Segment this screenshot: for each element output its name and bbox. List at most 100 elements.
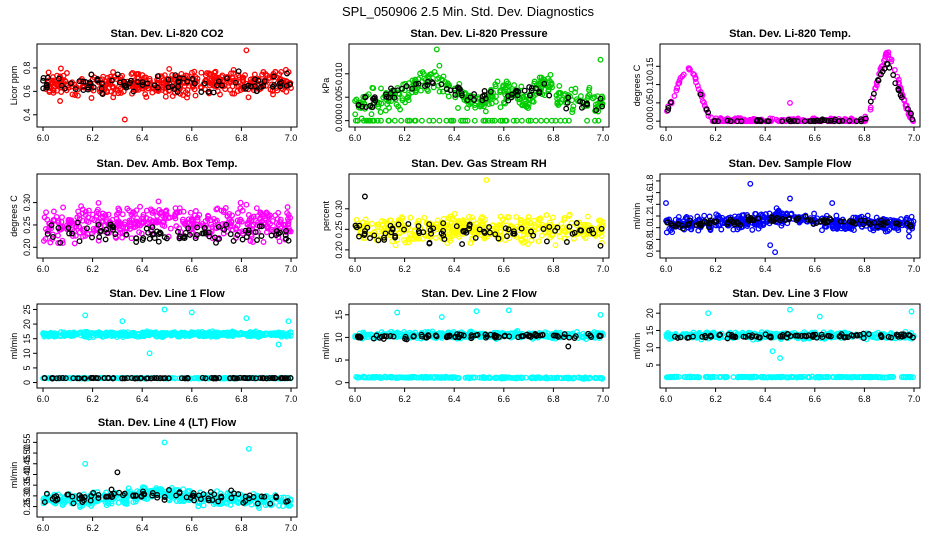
x-tick-label: 6.6	[809, 133, 822, 143]
outlier-point	[121, 116, 128, 123]
data-point	[369, 104, 376, 111]
y-tick-label: 0.15	[645, 58, 655, 76]
panel-title: Stan. Dev. Amb. Box Temp.	[97, 158, 238, 170]
data-point	[252, 76, 258, 83]
panel-title: Stan. Dev. Li-820 Pressure	[410, 28, 547, 40]
data-point	[816, 118, 823, 125]
data-point	[488, 86, 494, 93]
data-point	[825, 117, 832, 124]
plot-frame	[36, 43, 298, 128]
y-tick-label: 10	[22, 348, 32, 358]
y-axis-label: ml/min	[632, 203, 642, 230]
x-tick-label: 6.6	[186, 133, 199, 143]
y-tick-label: 0.30	[22, 194, 32, 212]
x-tick-label: 6.6	[809, 264, 822, 274]
outlier-point	[597, 56, 604, 63]
outlier-point	[787, 99, 793, 106]
x-tick-label: 6.8	[858, 133, 871, 143]
data-point	[779, 118, 786, 125]
data-point	[166, 87, 172, 94]
panel-title: Stan. Dev. Li-820 CO2	[111, 28, 224, 40]
x-tick-label: 6.4	[759, 133, 772, 143]
data-point	[570, 103, 577, 110]
data-point	[57, 65, 64, 72]
data-point	[479, 97, 486, 104]
data-point	[189, 76, 196, 82]
data-point	[471, 97, 478, 103]
data-point	[677, 75, 684, 81]
y-axis-label: percent	[321, 200, 331, 231]
data-point	[198, 69, 205, 76]
data-point	[565, 94, 572, 101]
panel-title: Stan. Dev. Sample Flow	[729, 158, 852, 170]
x-tick-label: 6.2	[86, 133, 99, 143]
y-tick-label: 0	[334, 380, 344, 385]
data-point	[531, 78, 538, 85]
data-point	[464, 97, 471, 104]
data-point	[599, 100, 606, 107]
data-point	[785, 116, 792, 123]
data-point	[445, 93, 452, 100]
data-point	[436, 117, 443, 124]
data-point	[424, 78, 431, 85]
data-point	[207, 71, 213, 78]
x-tick-label: 7.0	[597, 394, 610, 404]
y-axis-label: degrees C	[632, 64, 642, 106]
x-tick-label: 6.4	[448, 264, 461, 274]
data-point	[378, 85, 384, 92]
data-point	[355, 102, 362, 109]
y-tick-label: 0.6	[645, 245, 655, 258]
data-point	[399, 95, 406, 102]
data-point	[257, 83, 264, 90]
data-point	[180, 75, 187, 82]
data-point	[494, 78, 501, 85]
data-point	[569, 106, 576, 113]
x-tick-label: 7.0	[285, 133, 298, 143]
data-point	[48, 225, 55, 232]
data-point	[858, 118, 865, 125]
y-axis-label: ml/min	[9, 333, 19, 360]
data-point	[705, 109, 712, 116]
data-point	[377, 109, 384, 115]
data-point	[53, 87, 60, 94]
data-point	[436, 74, 443, 81]
data-point	[692, 74, 699, 81]
data-point	[757, 117, 763, 124]
data-point	[478, 102, 485, 109]
data-point	[577, 93, 584, 100]
data-point	[165, 76, 172, 83]
data-point	[169, 93, 176, 100]
data-point	[395, 103, 402, 110]
data-point	[284, 204, 291, 211]
data-point	[417, 87, 424, 94]
y-tick-label: 1.8	[645, 175, 655, 188]
y-tick-label: 0.010	[334, 63, 344, 86]
data-point	[43, 82, 50, 89]
data-point	[734, 118, 741, 125]
y-tick-label: 0.05	[645, 94, 655, 112]
data-point	[86, 79, 93, 86]
y-tick-label: 0.005	[334, 86, 344, 109]
data-point	[592, 117, 598, 124]
data-point	[259, 71, 266, 78]
data-point	[252, 83, 258, 90]
data-point	[159, 86, 166, 93]
x-tick-label: 6.2	[86, 394, 99, 404]
data-point	[556, 82, 563, 89]
data-point	[95, 199, 102, 206]
data-point	[235, 72, 242, 79]
data-point	[374, 117, 381, 124]
data-point	[557, 117, 564, 124]
data-point	[56, 75, 62, 82]
data-point	[76, 78, 83, 85]
data-point	[154, 73, 161, 80]
data-point	[458, 92, 465, 99]
data-point	[352, 111, 359, 118]
x-tick-label: 7.0	[908, 264, 921, 274]
y-tick-label: 0.25	[334, 221, 344, 239]
x-tick-label: 7.0	[285, 394, 298, 404]
data-point	[206, 70, 212, 77]
data-point	[378, 100, 385, 107]
data-point	[127, 77, 134, 84]
